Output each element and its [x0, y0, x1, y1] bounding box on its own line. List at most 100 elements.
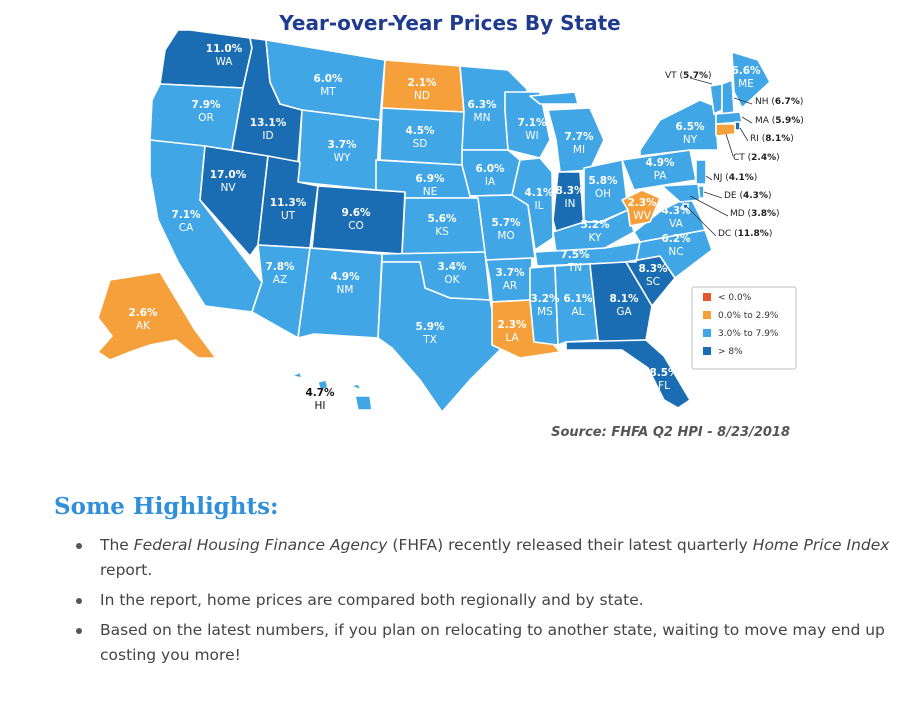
source-note: Source: FHFA Q2 HPI - 8/23/2018	[551, 425, 790, 440]
state-ma	[715, 111, 743, 125]
highlight-item: The Federal Housing Finance Agency (FHFA…	[76, 533, 890, 583]
state-value-az: 7.8%	[265, 261, 295, 273]
state-value-wy: 3.7%	[327, 139, 357, 151]
leader-line-ct	[725, 133, 734, 157]
state-value-ny: 6.5%	[675, 121, 705, 133]
state-value-wa: 11.0%	[206, 43, 243, 55]
legend-swatch	[703, 329, 711, 337]
state-value-co: 9.6%	[341, 207, 371, 219]
state-value-al: 6.1%	[563, 293, 593, 305]
state-abbr-co: CO	[348, 220, 364, 232]
state-abbr-ky: KY	[589, 232, 603, 244]
state-value-ms: 3.2%	[530, 293, 560, 305]
state-abbr-wy: WY	[334, 152, 351, 164]
state-value-nc: 6.2%	[661, 233, 691, 245]
map-legend: < 0.0% 0.0% to 2.9% 3.0% to 7.9% > 8%	[691, 286, 797, 370]
highlight-item: Based on the latest numbers, if you plan…	[76, 618, 890, 668]
state-value-ar: 3.7%	[495, 267, 525, 279]
state-label-dc: DC (11.8%)	[718, 229, 772, 239]
state-abbr-me: ME	[738, 78, 754, 90]
state-abbr-ok: OK	[444, 274, 460, 286]
state-value-il: 4.1%	[524, 187, 554, 199]
state-abbr-fl: FL	[658, 380, 670, 392]
state-nv	[199, 145, 269, 257]
state-abbr-tx: TX	[422, 334, 437, 346]
state-abbr-mi: MI	[573, 144, 585, 156]
agency-name: Federal Housing Finance Agency	[133, 536, 388, 554]
state-dc	[682, 203, 689, 210]
leader-line-ma	[741, 116, 753, 124]
legend-box	[691, 286, 797, 370]
state-value-fl: 8.5%	[649, 367, 679, 379]
highlight-item: In the report, home prices are compared …	[76, 588, 890, 613]
state-value-nm: 4.9%	[330, 271, 360, 283]
state-tx	[377, 261, 501, 413]
state-value-va: 4.3%	[661, 205, 691, 217]
state-abbr-nv: NV	[220, 182, 236, 194]
state-nh	[721, 79, 735, 115]
state-abbr-ia: IA	[485, 176, 496, 188]
state-value-la: 2.3%	[497, 319, 527, 331]
state-value-pa: 4.9%	[645, 157, 675, 169]
labels-layer: 11.0%WA7.9%OR7.1%CA13.1%ID17.0%NV6.0%MT3…	[128, 43, 761, 392]
state-value-or: 7.9%	[191, 99, 221, 111]
state-fl	[565, 339, 691, 409]
state-abbr-ar: AR	[503, 280, 517, 292]
legend-label: < 0.0%	[718, 293, 752, 303]
text: The	[100, 536, 134, 554]
state-value-ca: 7.1%	[171, 209, 201, 221]
state-abbr-nc: NC	[668, 246, 683, 258]
state-value-mt: 6.0%	[313, 73, 343, 85]
state-ct	[715, 123, 736, 137]
state-label-ct: CT (2.4%)	[733, 153, 780, 163]
state-ak	[97, 271, 217, 361]
state-abbr-in: IN	[565, 198, 576, 210]
state-value-mo: 5.7%	[491, 217, 521, 229]
state-value-in: 8.3%	[555, 185, 585, 197]
state-wv	[621, 189, 661, 227]
state-value-ky: 5.2%	[580, 219, 610, 231]
state-value-tn: 7.5%	[560, 249, 590, 261]
state-md	[661, 183, 701, 203]
state-abbr-wv: WV	[633, 210, 651, 222]
state-abbr-il: IL	[535, 200, 544, 212]
state-abbr-ny: NY	[683, 134, 698, 146]
state-abbr-az: AZ	[273, 274, 287, 286]
state-abbr-id: ID	[262, 130, 273, 142]
state-value-mi: 7.7%	[564, 131, 594, 143]
leader-line-nj	[705, 175, 713, 181]
state-value-ok: 3.4%	[437, 261, 467, 273]
state-value-sc: 8.3%	[638, 263, 668, 275]
state-value-oh: 5.8%	[588, 175, 618, 187]
state-abbr-mo: MO	[497, 230, 514, 242]
state-value-ia: 6.0%	[475, 163, 505, 175]
state-abbr-tn: TN	[567, 262, 582, 274]
state-abbr-hi: HI	[315, 400, 326, 412]
leader-line-nh	[733, 97, 753, 105]
highlights-heading: Some Highlights:	[54, 493, 279, 520]
leader-line-md	[689, 195, 729, 217]
state-value-id: 13.1%	[250, 117, 287, 129]
leader-line-ri	[739, 127, 749, 142]
leader-line-vt	[689, 77, 713, 85]
state-or	[149, 83, 244, 151]
legend-label: 0.0% to 2.9%	[718, 311, 779, 321]
state-abbr-mn: MN	[474, 112, 491, 124]
state-abbr-oh: OH	[595, 188, 611, 200]
state-abbr-or: OR	[198, 112, 214, 124]
text: In the report, home prices are compared …	[100, 591, 644, 609]
report-name: Home Price Index	[752, 536, 890, 554]
state-nm	[297, 247, 383, 339]
state-value-ut: 11.3%	[270, 197, 307, 209]
state-label-vt: VT (5.7%)	[665, 71, 712, 81]
state-nc	[625, 229, 713, 279]
state-ms	[529, 265, 559, 346]
leader-line-de	[703, 191, 723, 199]
state-abbr-nm: NM	[337, 284, 354, 296]
state-value-nv: 17.0%	[210, 169, 247, 181]
states-layer	[97, 29, 771, 413]
external-labels-layer: 4.7%HI VT (5.7%) NH (6.7%) MA (5.9%) RI (8.1…	[305, 71, 803, 412]
state-abbr-va: VA	[669, 218, 684, 230]
state-wa	[159, 29, 253, 89]
state-me	[731, 51, 771, 109]
